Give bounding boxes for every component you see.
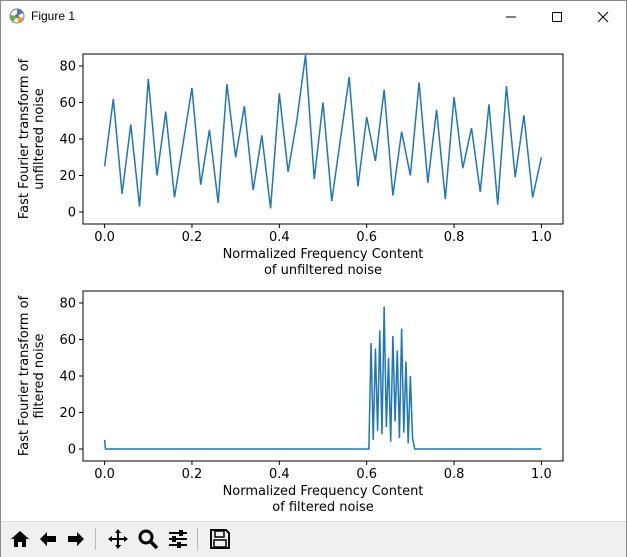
y-tick-label: 60 xyxy=(59,96,76,111)
zoom-button[interactable] xyxy=(135,526,161,552)
bottom-x-ticks: 0.0 0.2 0.4 0.6 0.8 1.0 xyxy=(94,461,552,482)
top-x-ticks: 0.0 0.2 0.4 0.6 0.8 1.0 xyxy=(94,224,552,245)
save-icon xyxy=(210,529,230,549)
x-tick-label: 0.6 xyxy=(356,467,377,482)
matplotlib-logo-icon xyxy=(9,8,25,24)
pan-button[interactable] xyxy=(105,526,131,552)
x-tick-label: 0.0 xyxy=(94,230,115,245)
toolbar-separator xyxy=(197,528,198,550)
bottom-y-label-line1: Fast Fourier transform of xyxy=(17,295,32,456)
maximize-icon xyxy=(552,11,562,22)
y-tick-label: 20 xyxy=(59,406,76,421)
top-series-line xyxy=(103,54,543,209)
top-y-label-line2: unfiltered noise xyxy=(32,88,47,189)
close-button[interactable] xyxy=(580,1,626,32)
x-tick-label: 0.4 xyxy=(269,230,290,245)
top-x-label-line2: of unfiltered noise xyxy=(264,263,382,278)
bottom-axes-frame xyxy=(82,290,564,462)
forward-button[interactable] xyxy=(63,526,89,552)
bottom-series-line xyxy=(103,306,542,450)
window-title: Figure 1 xyxy=(31,9,76,23)
figure-svg: 0.0 0.2 0.4 0.6 0.8 1.0 0 20 40 60 80 Normalized … xyxy=(17,53,564,515)
x-tick-label: 0.4 xyxy=(269,467,290,482)
back-button[interactable] xyxy=(35,526,61,552)
y-tick-label: 60 xyxy=(59,333,76,348)
bottom-y-label-line2: filtered noise xyxy=(32,334,47,419)
y-tick-label: 40 xyxy=(59,133,76,148)
x-tick-label: 1.0 xyxy=(531,467,552,482)
y-tick-label: 20 xyxy=(59,169,76,184)
back-icon xyxy=(40,532,56,546)
x-tick-label: 0.6 xyxy=(356,230,377,245)
home-icon xyxy=(11,531,29,547)
navigation-toolbar xyxy=(1,521,626,557)
top-x-label-line1: Normalized Frequency Content xyxy=(223,247,424,262)
figure-canvas[interactable]: 0.0 0.2 0.4 0.6 0.8 1.0 0 20 40 60 80 Normalized … xyxy=(1,32,626,521)
top-axes-frame xyxy=(82,53,564,225)
minimize-button[interactable] xyxy=(488,1,534,32)
save-button[interactable] xyxy=(207,526,233,552)
toolbar-separator xyxy=(95,528,96,550)
top-y-ticks: 0 20 40 60 80 xyxy=(59,60,83,221)
bottom-axes: 0.0 0.2 0.4 0.6 0.8 1.0 0 20 40 60 80 Normalized … xyxy=(17,290,564,515)
y-tick-label: 0 xyxy=(68,206,76,221)
y-tick-label: 80 xyxy=(59,60,76,75)
x-tick-label: 0.2 xyxy=(182,467,203,482)
y-tick-label: 0 xyxy=(68,443,76,458)
top-y-label-line1: Fast Fourier transform of xyxy=(17,58,32,219)
x-tick-label: 0.8 xyxy=(444,230,465,245)
x-tick-label: 0.0 xyxy=(94,467,115,482)
bottom-y-ticks: 0 20 40 60 80 xyxy=(59,297,83,458)
close-icon xyxy=(597,11,609,22)
x-tick-label: 0.2 xyxy=(182,230,203,245)
title-bar: Figure 1 xyxy=(1,1,626,32)
bottom-x-label-line2: of filtered noise xyxy=(272,500,374,515)
y-tick-label: 80 xyxy=(59,297,76,312)
home-button[interactable] xyxy=(7,526,33,552)
maximize-button[interactable] xyxy=(534,1,580,32)
x-tick-label: 0.8 xyxy=(444,467,465,482)
y-tick-label: 40 xyxy=(59,370,76,385)
minimize-icon xyxy=(506,16,516,17)
top-axes: 0.0 0.2 0.4 0.6 0.8 1.0 0 20 40 60 80 Normalized … xyxy=(17,53,564,278)
x-tick-label: 1.0 xyxy=(531,230,552,245)
bottom-x-label-line1: Normalized Frequency Content xyxy=(223,484,424,499)
zoom-icon xyxy=(138,529,159,550)
pan-icon xyxy=(108,529,128,549)
configure-subplots-icon xyxy=(169,530,187,548)
forward-icon xyxy=(68,532,84,546)
configure-subplots-button[interactable] xyxy=(165,526,191,552)
